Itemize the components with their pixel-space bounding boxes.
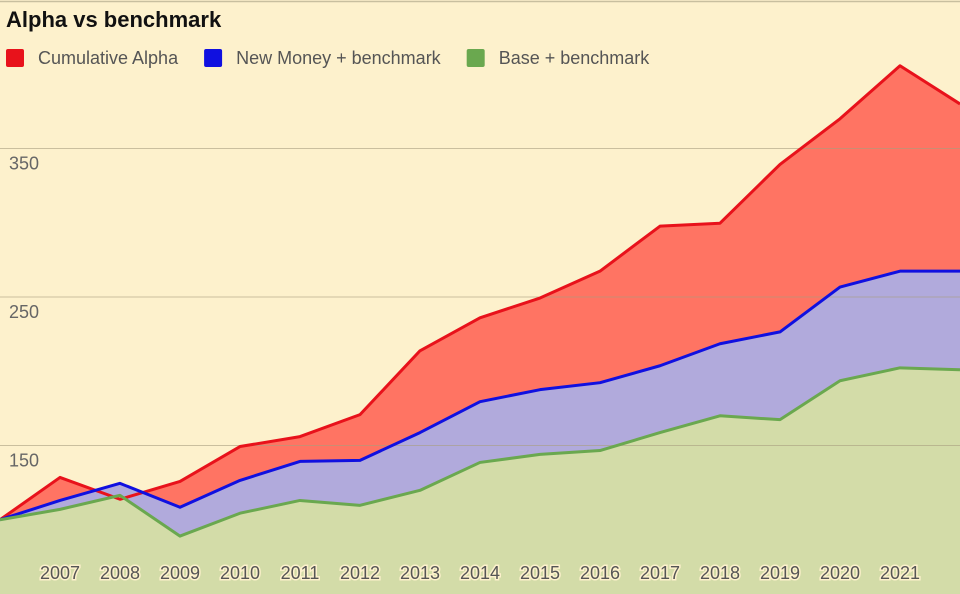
x-tick-label: 2019 <box>760 563 800 583</box>
legend-swatch <box>6 49 24 67</box>
x-tick-label: 2010 <box>220 563 260 583</box>
x-tick-label: 2008 <box>100 563 140 583</box>
chart-title: Alpha vs benchmark <box>6 7 222 32</box>
x-tick-label: 2016 <box>580 563 620 583</box>
y-tick-label: 350 <box>9 153 39 173</box>
x-tick-label: 2017 <box>640 563 680 583</box>
legend-swatch <box>204 49 223 67</box>
x-tick-label: 2020 <box>820 563 860 583</box>
x-tick-label: 2021 <box>880 563 920 583</box>
x-tick-label: 2015 <box>520 563 560 583</box>
x-tick-label: 2007 <box>40 563 80 583</box>
legend-label: New Money + benchmark <box>236 48 442 68</box>
y-tick-label: 150 <box>9 450 39 470</box>
series-line <box>0 269 960 522</box>
x-tick-label: 2009 <box>160 563 200 583</box>
legend-label: Base + benchmark <box>499 48 651 68</box>
y-tick-label: 250 <box>9 302 39 322</box>
area-fill <box>0 367 960 594</box>
x-tick-label: 2011 <box>281 563 320 583</box>
x-tick-label: 2014 <box>460 563 500 583</box>
labels: 150 250 350 2007 2008 2009 2010 2011 2012 2013 201… <box>9 153 922 584</box>
x-tick-label: 2018 <box>700 563 740 583</box>
legend-swatch <box>466 49 485 67</box>
x-tick-label: 2013 <box>400 563 440 583</box>
legend: Cumulative Alpha New Money + benchmark Bas… <box>6 48 650 68</box>
series-line <box>0 366 960 538</box>
legend-label: Cumulative Alpha <box>38 48 179 68</box>
series-line <box>0 64 960 521</box>
x-tick-label: 2012 <box>340 563 380 583</box>
plot-area <box>0 64 960 594</box>
